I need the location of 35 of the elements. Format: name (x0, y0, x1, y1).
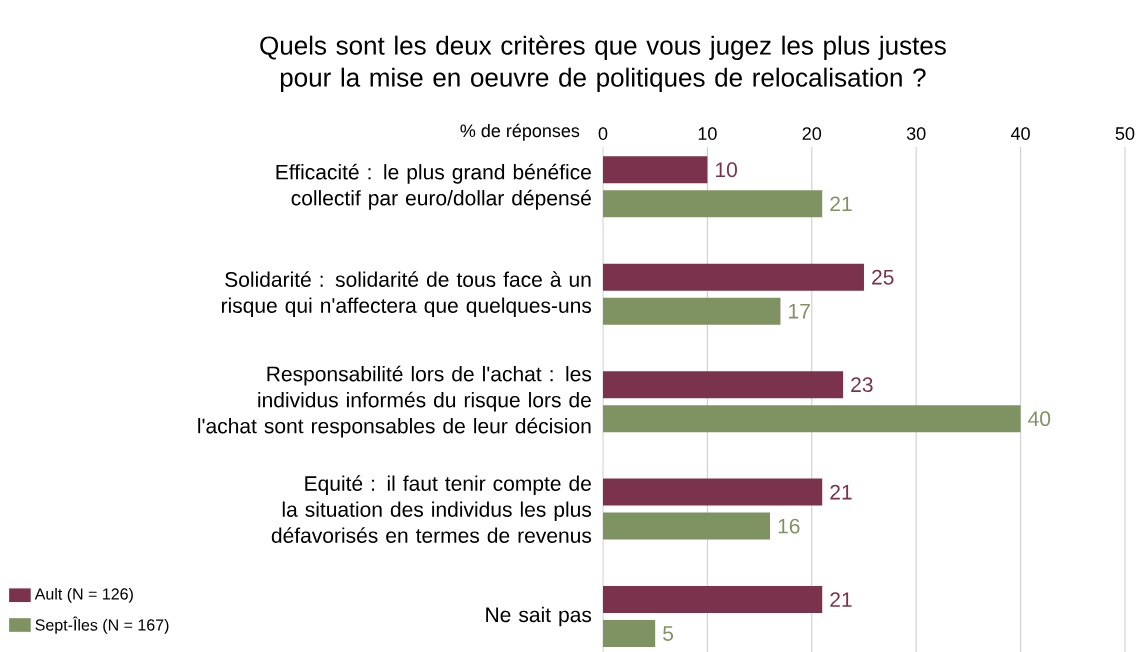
x-axis-title: % de réponses (460, 123, 580, 141)
y-tick-label: Solidarité : solidarité de tous face à un risque qui n'affectera que quelques-uns (221, 271, 592, 318)
bar (602, 263, 864, 291)
bar (602, 586, 823, 614)
data-label: 16 (778, 518, 800, 534)
x-tick-label: 40 (1010, 127, 1030, 140)
data-label: 21 (830, 196, 852, 212)
y-tick-label: Efficacité : le plus grand bénéfice collectif par euro/dollar dépensé (276, 163, 591, 210)
x-tick-label: 30 (906, 127, 926, 140)
bar (602, 156, 708, 184)
y-tick-label: Equité : il faut tenir compte de la situation des individus les plus défavorisés en termes de revenus (271, 475, 592, 543)
data-label: 21 (830, 592, 852, 607)
bar (602, 297, 781, 325)
data-label: 23 (851, 377, 873, 393)
bar (602, 190, 823, 218)
bar (602, 405, 1021, 433)
x-tick-label: 0 (598, 127, 608, 140)
chart-title: Quels sont les deux critères que vous jugez les plus justes pour la mise en oeuvre de politiques de relocalisation ? (260, 35, 946, 92)
bar (602, 620, 656, 648)
x-tick-label: 20 (802, 127, 822, 140)
data-label: 21 (830, 484, 852, 500)
data-label: 17 (789, 304, 810, 319)
y-tick-label: Responsabilité lors de l'achat : les individus informés du risque lors de l'achat sont responsables de leur décision (198, 365, 592, 438)
data-label: 5 (663, 626, 674, 641)
data-label: 10 (716, 162, 737, 178)
bar (602, 371, 844, 399)
y-tick-label: Ne sait pas (486, 606, 592, 627)
legend-label: Sept-Îles (N = 167) (35, 616, 169, 634)
data-label: 40 (1028, 411, 1051, 427)
x-tick-label: 10 (698, 127, 717, 140)
x-tick-label: 50 (1115, 127, 1135, 140)
bar (602, 478, 823, 506)
bar (602, 512, 771, 540)
legend-label: Ault (N = 126) (34, 587, 133, 603)
data-label: 25 (872, 269, 894, 285)
